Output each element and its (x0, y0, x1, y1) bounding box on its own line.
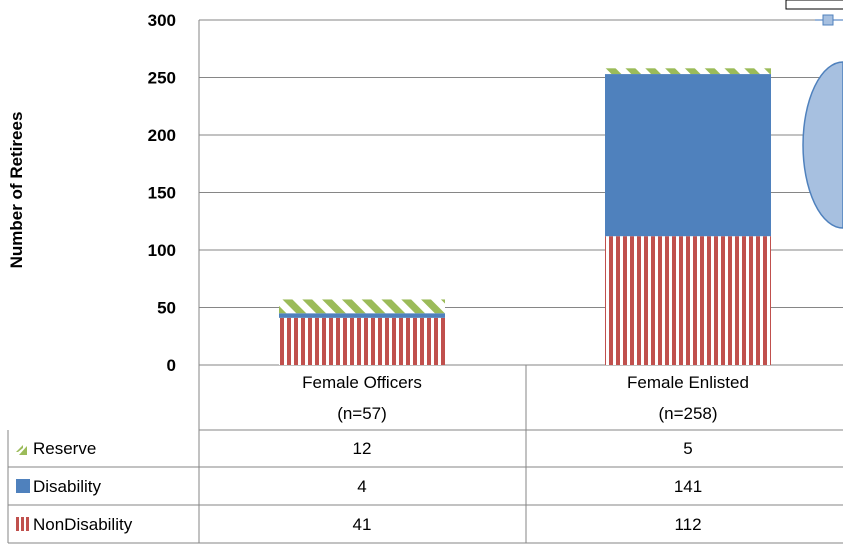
y-tick-label: 0 (167, 356, 176, 375)
category-label: Female Officers (302, 373, 422, 392)
y-axis-ticks: 0 50 100 150 200 250 300 (148, 11, 176, 375)
legend-key-stripe (26, 517, 29, 531)
category-label: Female Enlisted (627, 373, 749, 392)
legend-key-stripe (21, 517, 24, 531)
y-tick-label: 300 (148, 11, 176, 30)
circle-shape (803, 62, 843, 228)
y-tick-label: 250 (148, 69, 176, 88)
bar-segment-disability (605, 74, 771, 236)
category-count-label: (n=258) (658, 404, 717, 423)
table-cell-value: 141 (674, 477, 702, 496)
table-cell-value: 12 (353, 439, 372, 458)
bar-segment-reserve (605, 68, 771, 74)
y-tick-label: 50 (157, 299, 176, 318)
bar-segment-nondisability (605, 236, 771, 365)
y-axis-label: Number of Retirees (7, 112, 26, 269)
table-row-label: NonDisability (33, 515, 133, 534)
data-table: Female Officers (n=57) Female Enlisted (n=2… (8, 365, 843, 543)
table-cell-value: 4 (357, 477, 366, 496)
bar-segment-nondisability (279, 318, 445, 365)
bar-segment-reserve (279, 299, 445, 313)
legend-key-reserve (16, 445, 23, 452)
legend-marker (823, 15, 833, 25)
y-tick-label: 200 (148, 126, 176, 145)
legend-frame (786, 0, 843, 9)
legend-key-stripe (16, 517, 19, 531)
table-cell-value: 41 (353, 515, 372, 534)
table-cell-value: 5 (683, 439, 692, 458)
legend-key-nondisability (16, 517, 29, 531)
table-row-label: Disability (33, 477, 102, 496)
y-tick-label: 100 (148, 241, 176, 260)
table-cell-value: 112 (674, 515, 701, 534)
bars (279, 68, 771, 365)
legend-key-disability (16, 479, 30, 493)
bar-segment-disability (279, 313, 445, 318)
y-tick-label: 150 (148, 184, 176, 203)
table-row-label: Reserve (33, 439, 96, 458)
category-count-label: (n=57) (337, 404, 387, 423)
